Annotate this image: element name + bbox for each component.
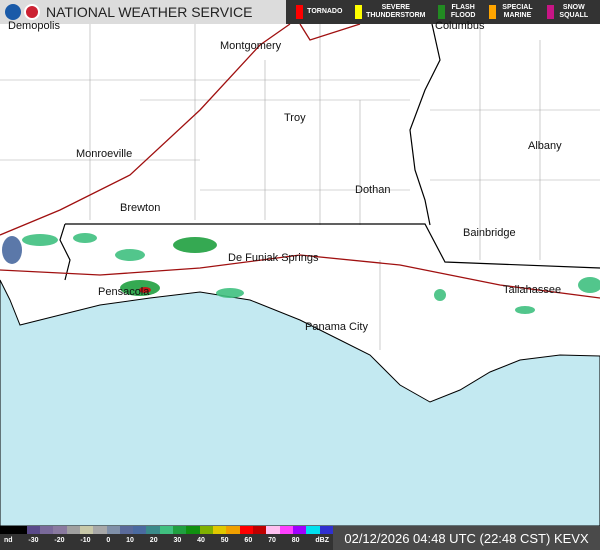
scale-swatch: [199, 526, 213, 534]
city-label: Montgomery: [220, 40, 282, 52]
scale-swatch: [0, 526, 14, 534]
city-label: Pensacola: [98, 286, 150, 298]
scale-swatch: [173, 526, 187, 534]
flood-swatch: [438, 5, 446, 19]
scale-ticks: nd -30 -20 -10 0 10 20 30 40 50 60 70 80 dBZ: [0, 534, 333, 544]
scale-tick: -30: [28, 537, 39, 544]
city-label: Albany: [528, 140, 562, 152]
scale-swatch: [146, 526, 160, 534]
scale-swatch: [186, 526, 200, 534]
dbz-color-scale: nd -30 -20 -10 0 10 20 30 40 50 60 70 80 dBZ: [0, 526, 333, 550]
scale-tick: 20: [149, 537, 158, 544]
scale-swatch: [13, 526, 27, 534]
header-title: NATIONAL WEATHER SERVICE: [46, 4, 253, 20]
state-borders: [59, 23, 600, 281]
scale-swatch: [39, 526, 54, 534]
legend-severe: SEVERE THUNDERSTORM: [354, 4, 426, 20]
scale-swatch: [239, 526, 253, 534]
scale-tick: dBZ: [315, 537, 329, 544]
scale-tick: nd: [4, 537, 13, 544]
scale-swatch: [319, 526, 333, 534]
legend-flash-flood: FLASH FLOOD: [438, 4, 477, 20]
city-label: De Funiak Springs: [228, 252, 319, 264]
scale-swatch: [266, 526, 280, 534]
scale-tick: 70: [268, 537, 276, 544]
scale-tick: 50: [220, 537, 229, 544]
scale-tick: 0: [106, 537, 111, 544]
header-bar: NATIONAL WEATHER SERVICE TORNADO SEVERE …: [0, 0, 600, 24]
city-label: Tallahassee: [503, 284, 562, 296]
scale-tick: -10: [80, 537, 91, 544]
scale-swatch: [66, 526, 80, 534]
scale-swatch: [79, 526, 94, 534]
scale-swatch: [213, 526, 227, 534]
city-label: Panama City: [305, 321, 368, 333]
footer-bar: nd -30 -20 -10 0 10 20 30 40 50 60 70 80 dBZ 02/12/20…: [0, 526, 600, 550]
highways: [0, 23, 600, 299]
scale-swatch: [26, 526, 40, 534]
scale-tick: 40: [197, 537, 205, 544]
scale-swatch: [292, 526, 307, 534]
city-label: Demopolis: [8, 20, 60, 32]
city-label: Brewton: [120, 202, 161, 214]
legend-snow-squall: SNOW SQUALL: [546, 4, 590, 20]
tornado-swatch: [296, 5, 304, 19]
radar-echoes: [2, 233, 600, 314]
marine-swatch: [489, 5, 497, 19]
nws-branding: NATIONAL WEATHER SERVICE: [0, 0, 286, 24]
city-label: Dothan: [355, 184, 391, 196]
scale-swatch: [159, 526, 174, 534]
scale-tick: -20: [54, 537, 65, 544]
scale-swatch: [226, 526, 240, 534]
city-label: Bainbridge: [463, 227, 516, 239]
station-id: KEVX: [553, 530, 589, 546]
gulf-water: [0, 279, 600, 527]
scale-swatch: [53, 526, 67, 534]
color-bar: [0, 526, 333, 534]
scale-swatch: [106, 526, 120, 534]
city-label: Troy: [284, 112, 306, 124]
city-label: Monroeville: [76, 148, 133, 160]
warnings-legend: TORNADO SEVERE THUNDERSTORM FLASH FLOOD …: [286, 0, 600, 24]
scale-swatch: [279, 526, 293, 534]
city-label: Columbus: [435, 20, 485, 32]
scale-tick: 80: [291, 537, 300, 544]
legend-marine: SPECIAL MARINE: [489, 4, 534, 20]
scale-swatch: [306, 526, 320, 534]
scale-swatch: [119, 526, 134, 534]
legend-tornado: TORNADO: [296, 5, 342, 19]
county-lines: [0, 24, 600, 350]
scale-swatch: [133, 526, 147, 534]
scale-tick: 60: [244, 537, 253, 544]
severe-swatch: [354, 5, 362, 19]
scale-tick: 30: [173, 537, 182, 544]
scale-tick: 10: [126, 537, 134, 544]
scale-swatch: [93, 526, 107, 534]
nws-logo-icon: [24, 4, 40, 20]
squall-swatch: [546, 5, 554, 19]
timestamp-station: 02/12/2026 04:48 UTC (22:48 CST) KEVX: [333, 526, 600, 550]
timestamp: 02/12/2026 04:48 UTC (22:48 CST): [344, 530, 551, 546]
scale-swatch: [252, 526, 267, 534]
noaa-logo-icon: [5, 4, 21, 20]
